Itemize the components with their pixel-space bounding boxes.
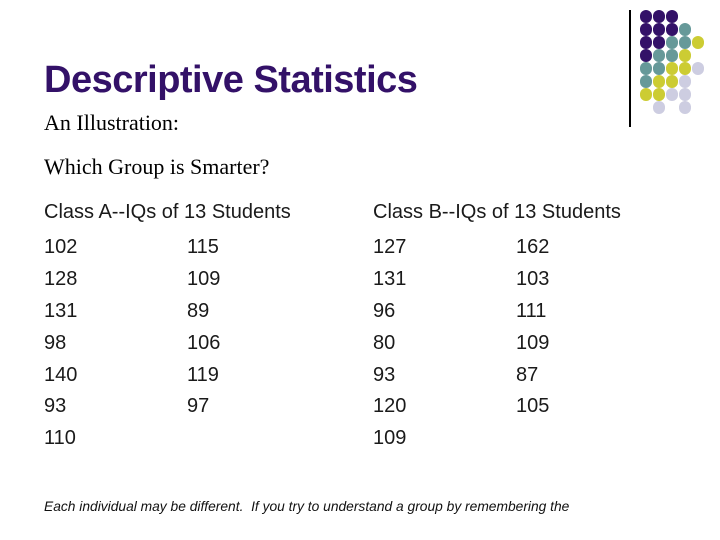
decor-dot	[691, 36, 705, 49]
decor-dot	[652, 23, 666, 36]
decor-dot	[639, 75, 653, 88]
iq-value: 120	[373, 395, 407, 418]
dot-decoration	[0, 0, 720, 140]
table-row: 128 109	[44, 264, 344, 296]
iq-value: 87	[516, 363, 539, 386]
class-b-header: Class B--IQs of 13 Students	[373, 201, 621, 223]
decor-dot	[678, 36, 692, 49]
iq-value: 109	[187, 268, 221, 291]
iq-value: 128	[44, 268, 78, 291]
iq-value: 131	[44, 299, 78, 322]
slide-title: Descriptive Statistics	[44, 59, 418, 101]
decor-dot	[691, 62, 705, 75]
decor-dot	[652, 101, 666, 114]
iq-value: 109	[373, 427, 407, 450]
iq-value: 109	[516, 331, 550, 354]
footer-note: Each individual may be different. If you…	[44, 452, 684, 540]
decor-dot	[678, 101, 692, 114]
decor-dot	[665, 49, 679, 62]
iq-value: 96	[373, 299, 396, 322]
iq-value: 93	[44, 395, 67, 418]
iq-value: 105	[516, 395, 550, 418]
decor-dot	[678, 88, 692, 101]
decor-dot	[665, 88, 679, 101]
decor-dot	[652, 49, 666, 62]
iq-value: 97	[187, 395, 210, 418]
iq-value: 162	[516, 236, 550, 259]
table-row: 131 89	[44, 296, 344, 328]
decor-dot	[665, 75, 679, 88]
decor-dot	[639, 36, 653, 49]
table-row: 140 119	[44, 359, 344, 391]
iq-value: 106	[187, 331, 221, 354]
iq-value: 80	[373, 331, 396, 354]
class-a-rows: 102 115 128 109 131 89 98 106 140 119 93 97 110	[44, 232, 344, 455]
decor-dot	[665, 62, 679, 75]
decor-vertical-line	[629, 10, 631, 127]
decor-dot	[678, 49, 692, 62]
table-row: 93 97	[44, 391, 344, 423]
slide-subtitle: An Illustration:	[44, 110, 180, 135]
table-row: 120 105	[373, 391, 673, 423]
class-a-header: Class A--IQs of 13 Students	[44, 201, 291, 223]
table-row: 131 103	[373, 264, 673, 296]
iq-value: 103	[516, 268, 550, 291]
iq-value: 131	[373, 268, 407, 291]
decor-dot	[652, 88, 666, 101]
decor-dot	[665, 23, 679, 36]
class-a-table: Class A--IQs of 13 Students 102 115 128 109…	[44, 196, 344, 455]
footer-line-1: Each individual may be different. If you…	[44, 498, 570, 514]
iq-value: 98	[44, 331, 67, 354]
decor-dot	[652, 62, 666, 75]
decor-dot	[652, 75, 666, 88]
decor-dot	[665, 36, 679, 49]
iq-value: 110	[44, 427, 76, 450]
decor-dot	[639, 23, 653, 36]
decor-dot	[639, 62, 653, 75]
decor-dot	[639, 88, 653, 101]
table-row: 109	[373, 423, 673, 455]
decor-dot	[678, 62, 692, 75]
iq-value: 89	[187, 299, 210, 322]
class-b-rows: 127 162 131 103 96 111 80 109 93 87 120 105 109	[373, 232, 673, 455]
iq-value: 115	[187, 236, 219, 259]
decor-dot	[678, 23, 692, 36]
decor-dot	[652, 36, 666, 49]
table-row: 98 106	[44, 327, 344, 359]
decor-dot	[639, 10, 653, 23]
table-row: 102 115	[44, 232, 344, 264]
table-row: 110	[44, 423, 344, 455]
decor-dot	[678, 75, 692, 88]
decor-dot	[652, 10, 666, 23]
class-b-table: Class B--IQs of 13 Students 127 162 131 103…	[373, 196, 673, 455]
table-row: 96 111	[373, 296, 673, 328]
table-row: 93 87	[373, 359, 673, 391]
decor-dot	[639, 49, 653, 62]
iq-value: 119	[187, 363, 219, 386]
iq-value: 111	[516, 299, 547, 322]
decor-dot	[665, 10, 679, 23]
question-text: Which Group is Smarter?	[44, 154, 270, 179]
iq-value: 93	[373, 363, 396, 386]
iq-value: 127	[373, 236, 407, 259]
iq-value: 102	[44, 236, 78, 259]
iq-value: 140	[44, 363, 78, 386]
table-row: 127 162	[373, 232, 673, 264]
table-row: 80 109	[373, 327, 673, 359]
